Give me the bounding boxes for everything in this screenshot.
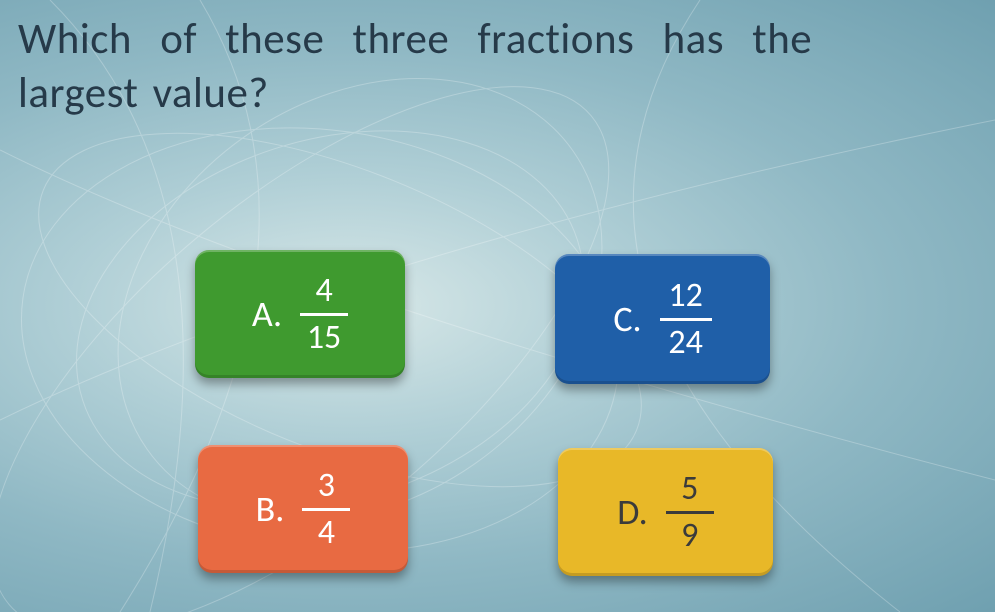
fraction-bar — [300, 313, 348, 316]
answer-a-numerator: 4 — [315, 274, 332, 310]
answer-a[interactable]: A. 4 15 — [195, 250, 405, 378]
answer-d[interactable]: D. 5 9 — [558, 448, 773, 576]
answer-a-letter: A. — [252, 292, 282, 336]
answer-d-numerator: 5 — [681, 472, 698, 508]
fraction-bar — [666, 511, 714, 514]
answer-b-fraction: 3 4 — [302, 469, 350, 550]
answer-c-numerator: 12 — [668, 279, 702, 315]
question-text: Which of these three fractions has the l… — [18, 12, 985, 120]
answer-d-letter: D. — [617, 490, 647, 534]
answer-b-numerator: 3 — [318, 469, 335, 505]
answer-b-letter: B. — [256, 487, 285, 531]
answer-d-denominator: 9 — [681, 517, 698, 553]
answer-c-letter: C. — [613, 297, 641, 341]
answer-c-denominator: 24 — [668, 324, 702, 360]
answer-a-denominator: 15 — [307, 319, 341, 355]
answer-b[interactable]: B. 3 4 — [198, 445, 408, 573]
fraction-bar — [302, 508, 350, 511]
answer-a-fraction: 4 15 — [300, 274, 348, 355]
fraction-bar — [660, 318, 712, 321]
answer-c-fraction: 12 24 — [660, 279, 712, 360]
answers-container: A. 4 15 C. 12 24 B. 3 4 D. 5 9 — [0, 250, 995, 612]
answer-c[interactable]: C. 12 24 — [555, 254, 770, 384]
answer-d-fraction: 5 9 — [666, 472, 714, 553]
question-line-2: largest value? — [18, 66, 269, 119]
question-line-1: Which of these three fractions has the — [18, 12, 812, 65]
answer-b-denominator: 4 — [318, 514, 335, 550]
